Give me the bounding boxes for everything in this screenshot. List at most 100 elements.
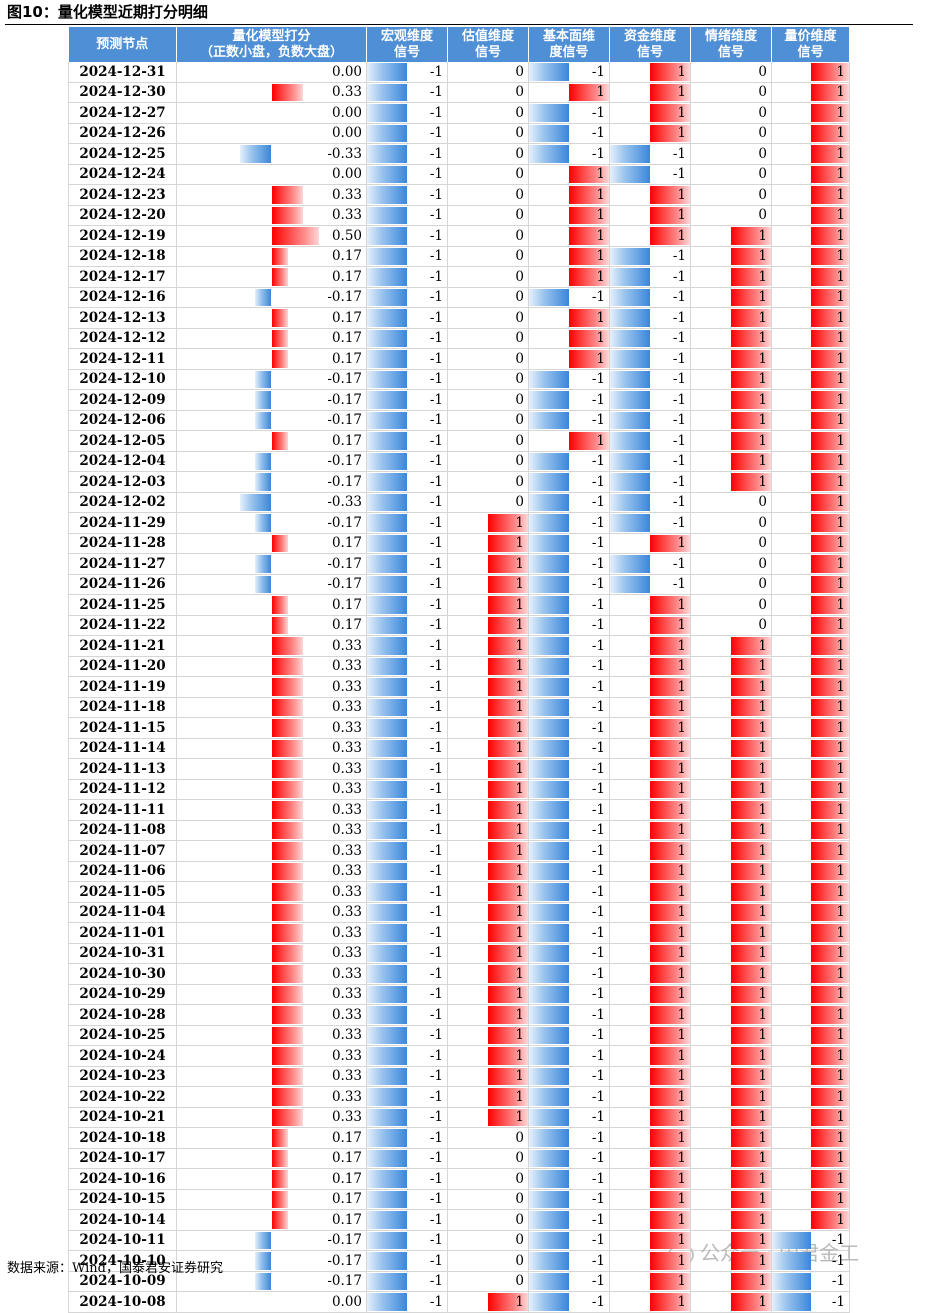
valuation-cell: 0: [447, 102, 529, 124]
sentiment-cell: 1: [690, 984, 772, 1005]
positive-bar: [810, 1026, 849, 1044]
score-cell: 0.33: [176, 820, 367, 841]
cell-value: 0: [758, 207, 767, 224]
negative-bar: [367, 227, 407, 245]
positive-bar: [569, 350, 609, 368]
fundamental-cell: -1: [528, 533, 610, 554]
price-volume-cell: 1: [771, 471, 850, 493]
valuation-cell: 0: [447, 1148, 529, 1169]
macro-cell: -1: [366, 123, 448, 144]
macro-cell: -1: [366, 1066, 448, 1087]
price-volume-cell: 1: [771, 369, 850, 390]
valuation-cell: 0: [447, 348, 529, 370]
cell-value: -1: [672, 330, 686, 347]
valuation-cell: 1: [447, 840, 529, 862]
positive-bar: [271, 186, 303, 204]
price-volume-cell: 1: [771, 574, 850, 595]
cell-value: 1: [758, 1150, 767, 1167]
macro-cell: -1: [366, 287, 448, 308]
cell-value: 1: [515, 740, 524, 757]
negative-bar: [610, 350, 650, 368]
negative-bar: [367, 801, 407, 819]
macro-cell: -1: [366, 307, 448, 329]
cell-value: 0.33: [331, 186, 362, 203]
cell-value: -1: [429, 1293, 443, 1310]
cell-value: 1: [758, 1191, 767, 1208]
positive-bar: [271, 329, 288, 347]
negative-bar: [529, 452, 569, 470]
macro-cell: -1: [366, 328, 448, 349]
positive-bar: [731, 432, 771, 450]
cell-value: 1: [836, 924, 845, 941]
positive-bar: [650, 965, 690, 983]
negative-bar: [367, 186, 407, 204]
score-cell: 0.33: [176, 1086, 367, 1108]
positive-bar: [488, 514, 528, 532]
fundamental-cell: -1: [528, 123, 610, 144]
price-volume-cell: 1: [771, 1209, 850, 1231]
cell-value: 1: [596, 248, 605, 265]
fundamental-cell: -1: [528, 553, 610, 575]
macro-cell: -1: [366, 779, 448, 800]
positive-bar: [488, 555, 528, 573]
positive-bar: [810, 965, 849, 983]
cell-value: 1: [677, 801, 686, 818]
fundamental-cell: 1: [528, 246, 610, 267]
price-volume-cell: 1: [771, 1168, 850, 1190]
cell-value: 0.17: [331, 617, 362, 634]
cell-value: 1: [836, 514, 845, 531]
cell-value: 1: [515, 1006, 524, 1023]
cell-value: 1: [836, 740, 845, 757]
price-volume-cell: 1: [771, 758, 850, 780]
table-row: 2024-12-25 -0.33 -1 0 -1 -1 0 1: [68, 143, 850, 165]
positive-bar: [650, 862, 690, 880]
cell-value: -1: [429, 883, 443, 900]
positive-bar: [271, 637, 303, 655]
capital-cell: -1: [609, 348, 691, 370]
table-row: 2024-10-11 -0.17 -1 0 -1 1 1 -1: [68, 1230, 850, 1251]
score-cell: 0.17: [176, 430, 367, 452]
cell-value: 0.17: [331, 1129, 362, 1146]
capital-cell: 1: [609, 840, 691, 862]
sentiment-cell: 0: [690, 143, 772, 165]
price-volume-cell: 1: [771, 984, 850, 1005]
positive-bar: [488, 698, 528, 716]
fundamental-cell: -1: [528, 963, 610, 985]
cell-value: 0.33: [331, 678, 362, 695]
macro-cell: -1: [366, 246, 448, 267]
cell-value: -1: [591, 719, 605, 736]
cell-value: 1: [677, 945, 686, 962]
cell-value: 1: [836, 289, 845, 306]
cell-value: -1: [429, 1150, 443, 1167]
negative-bar: [367, 83, 407, 101]
table-row: 2024-12-02 -0.33 -1 0 -1 -1 0 1: [68, 492, 850, 513]
date-cell: 2024-10-21: [68, 1107, 177, 1128]
negative-bar: [367, 1006, 407, 1024]
date-cell: 2024-11-07: [68, 840, 177, 862]
cell-value: -1: [672, 350, 686, 367]
positive-bar: [731, 719, 771, 737]
cell-value: 0: [515, 84, 524, 101]
date-cell: 2024-10-25: [68, 1025, 177, 1046]
positive-bar: [271, 739, 303, 757]
date-cell: 2024-10-22: [68, 1086, 177, 1108]
cell-value: 1: [515, 883, 524, 900]
positive-bar: [731, 1129, 771, 1147]
cell-value: 1: [515, 781, 524, 798]
table-row: 2024-12-17 0.17 -1 0 1 -1 1 1: [68, 266, 850, 288]
capital-cell: 1: [609, 102, 691, 124]
positive-bar: [810, 698, 849, 716]
positive-bar: [731, 452, 771, 470]
fundamental-cell: -1: [528, 1107, 610, 1128]
cell-value: 1: [836, 781, 845, 798]
price-volume-cell: 1: [771, 451, 850, 472]
header-sentiment: 情绪维度 信号: [690, 27, 772, 62]
valuation-cell: 1: [447, 738, 529, 759]
cell-value: 0.33: [331, 658, 362, 675]
capital-cell: -1: [609, 410, 691, 431]
cell-value: 1: [677, 1129, 686, 1146]
cell-value: 0: [515, 412, 524, 429]
table-row: 2024-12-04 -0.17 -1 0 -1 -1 1 1: [68, 451, 850, 472]
negative-bar: [772, 1293, 811, 1311]
cell-value: 1: [836, 207, 845, 224]
